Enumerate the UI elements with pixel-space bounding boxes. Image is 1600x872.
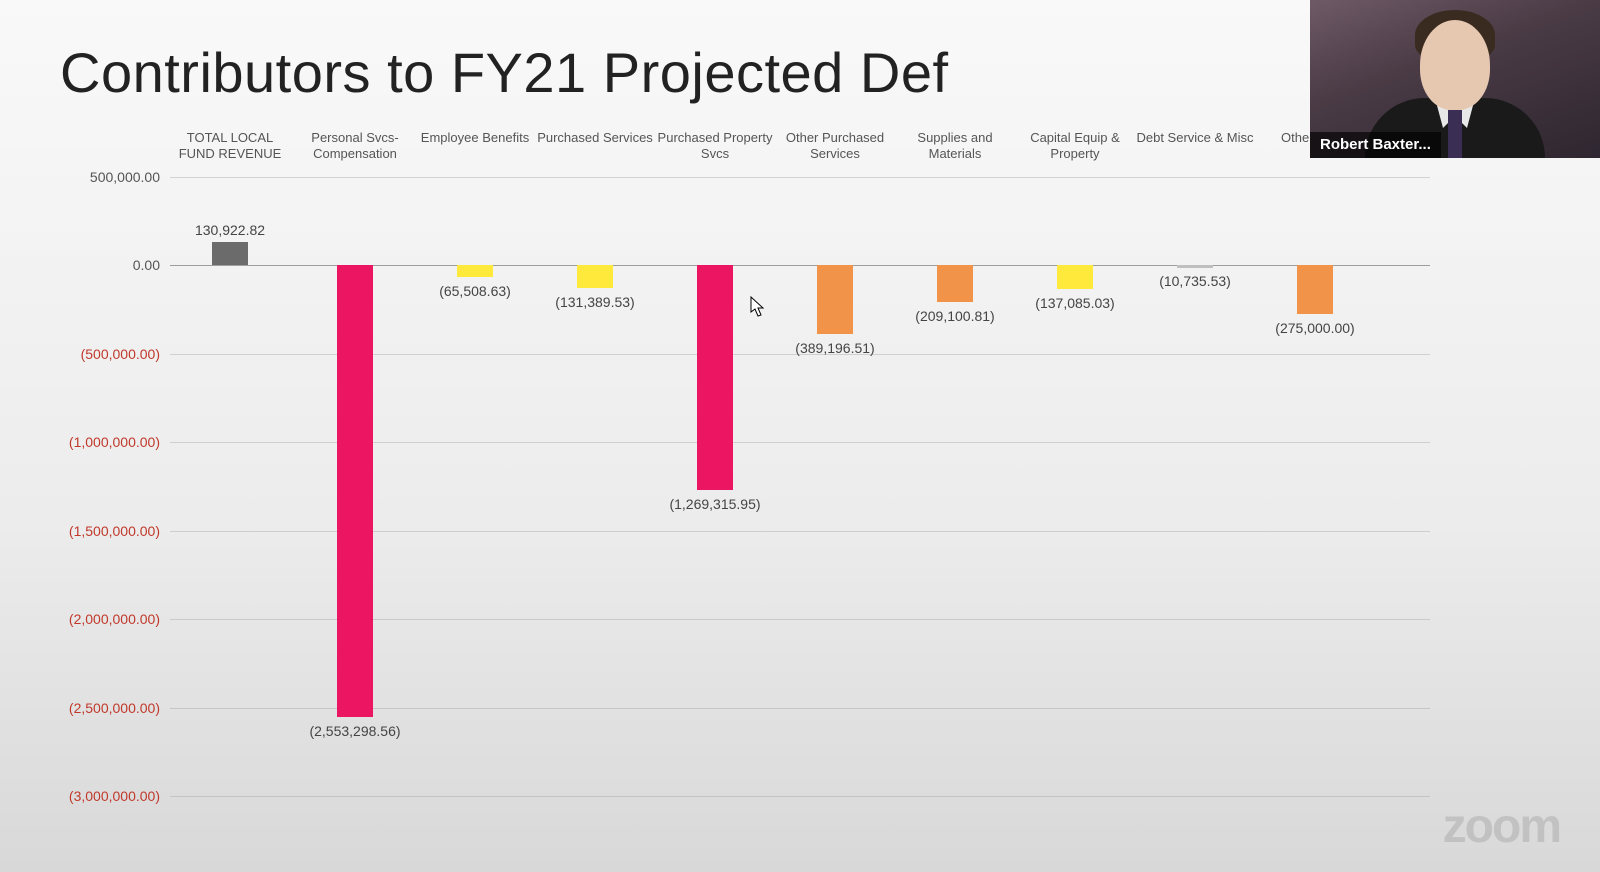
value-label: (209,100.81) bbox=[915, 308, 994, 324]
bar bbox=[212, 242, 248, 265]
y-axis-label: (500,000.00) bbox=[40, 346, 160, 362]
gridline bbox=[170, 177, 1430, 178]
category-label: TOTAL LOCAL FUND REVENUE bbox=[170, 130, 290, 161]
bar bbox=[817, 265, 853, 334]
deficit-bar-chart: 500,000.000.00(500,000.00)(1,000,000.00)… bbox=[170, 130, 1430, 830]
value-label: 130,922.82 bbox=[195, 222, 265, 238]
value-label: (10,735.53) bbox=[1159, 273, 1231, 289]
value-label: (275,000.00) bbox=[1275, 320, 1354, 336]
y-axis-label: (2,500,000.00) bbox=[40, 700, 160, 716]
y-axis-label: (1,000,000.00) bbox=[40, 434, 160, 450]
bar bbox=[1177, 265, 1213, 268]
y-axis-label: (2,000,000.00) bbox=[40, 611, 160, 627]
category-label: Other Purchased Services bbox=[775, 130, 895, 161]
presenter-name-label: Robert Baxter... bbox=[1310, 132, 1441, 158]
value-label: (2,553,298.56) bbox=[309, 723, 400, 739]
value-label: (1,269,315.95) bbox=[669, 496, 760, 512]
category-label: Personal Svcs-Compensation bbox=[295, 130, 415, 161]
y-axis-label: (3,000,000.00) bbox=[40, 788, 160, 804]
value-label: (131,389.53) bbox=[555, 294, 634, 310]
category-label: Purchased Services bbox=[535, 130, 655, 146]
presenter-video-thumbnail[interactable]: Robert Baxter... bbox=[1310, 0, 1600, 158]
y-axis-label: 0.00 bbox=[40, 257, 160, 273]
value-label: (389,196.51) bbox=[795, 340, 874, 356]
y-axis-label: 500,000.00 bbox=[40, 169, 160, 185]
category-label: Capital Equip & Property bbox=[1015, 130, 1135, 161]
category-label: Employee Benefits bbox=[415, 130, 535, 146]
category-label: Debt Service & Misc bbox=[1135, 130, 1255, 146]
gridline bbox=[170, 796, 1430, 797]
bar bbox=[937, 265, 973, 302]
bar bbox=[1297, 265, 1333, 314]
bar bbox=[577, 265, 613, 288]
category-label: Purchased Property Svcs bbox=[655, 130, 775, 161]
bar bbox=[1057, 265, 1093, 289]
bar bbox=[457, 265, 493, 277]
y-axis-label: (1,500,000.00) bbox=[40, 523, 160, 539]
value-label: (65,508.63) bbox=[439, 283, 511, 299]
bar bbox=[697, 265, 733, 490]
bar bbox=[337, 265, 373, 717]
category-label: Supplies and Materials bbox=[895, 130, 1015, 161]
value-label: (137,085.03) bbox=[1035, 295, 1114, 311]
slide-title: Contributors to FY21 Projected Def bbox=[60, 40, 949, 105]
zoom-watermark: zoom bbox=[1443, 799, 1560, 854]
